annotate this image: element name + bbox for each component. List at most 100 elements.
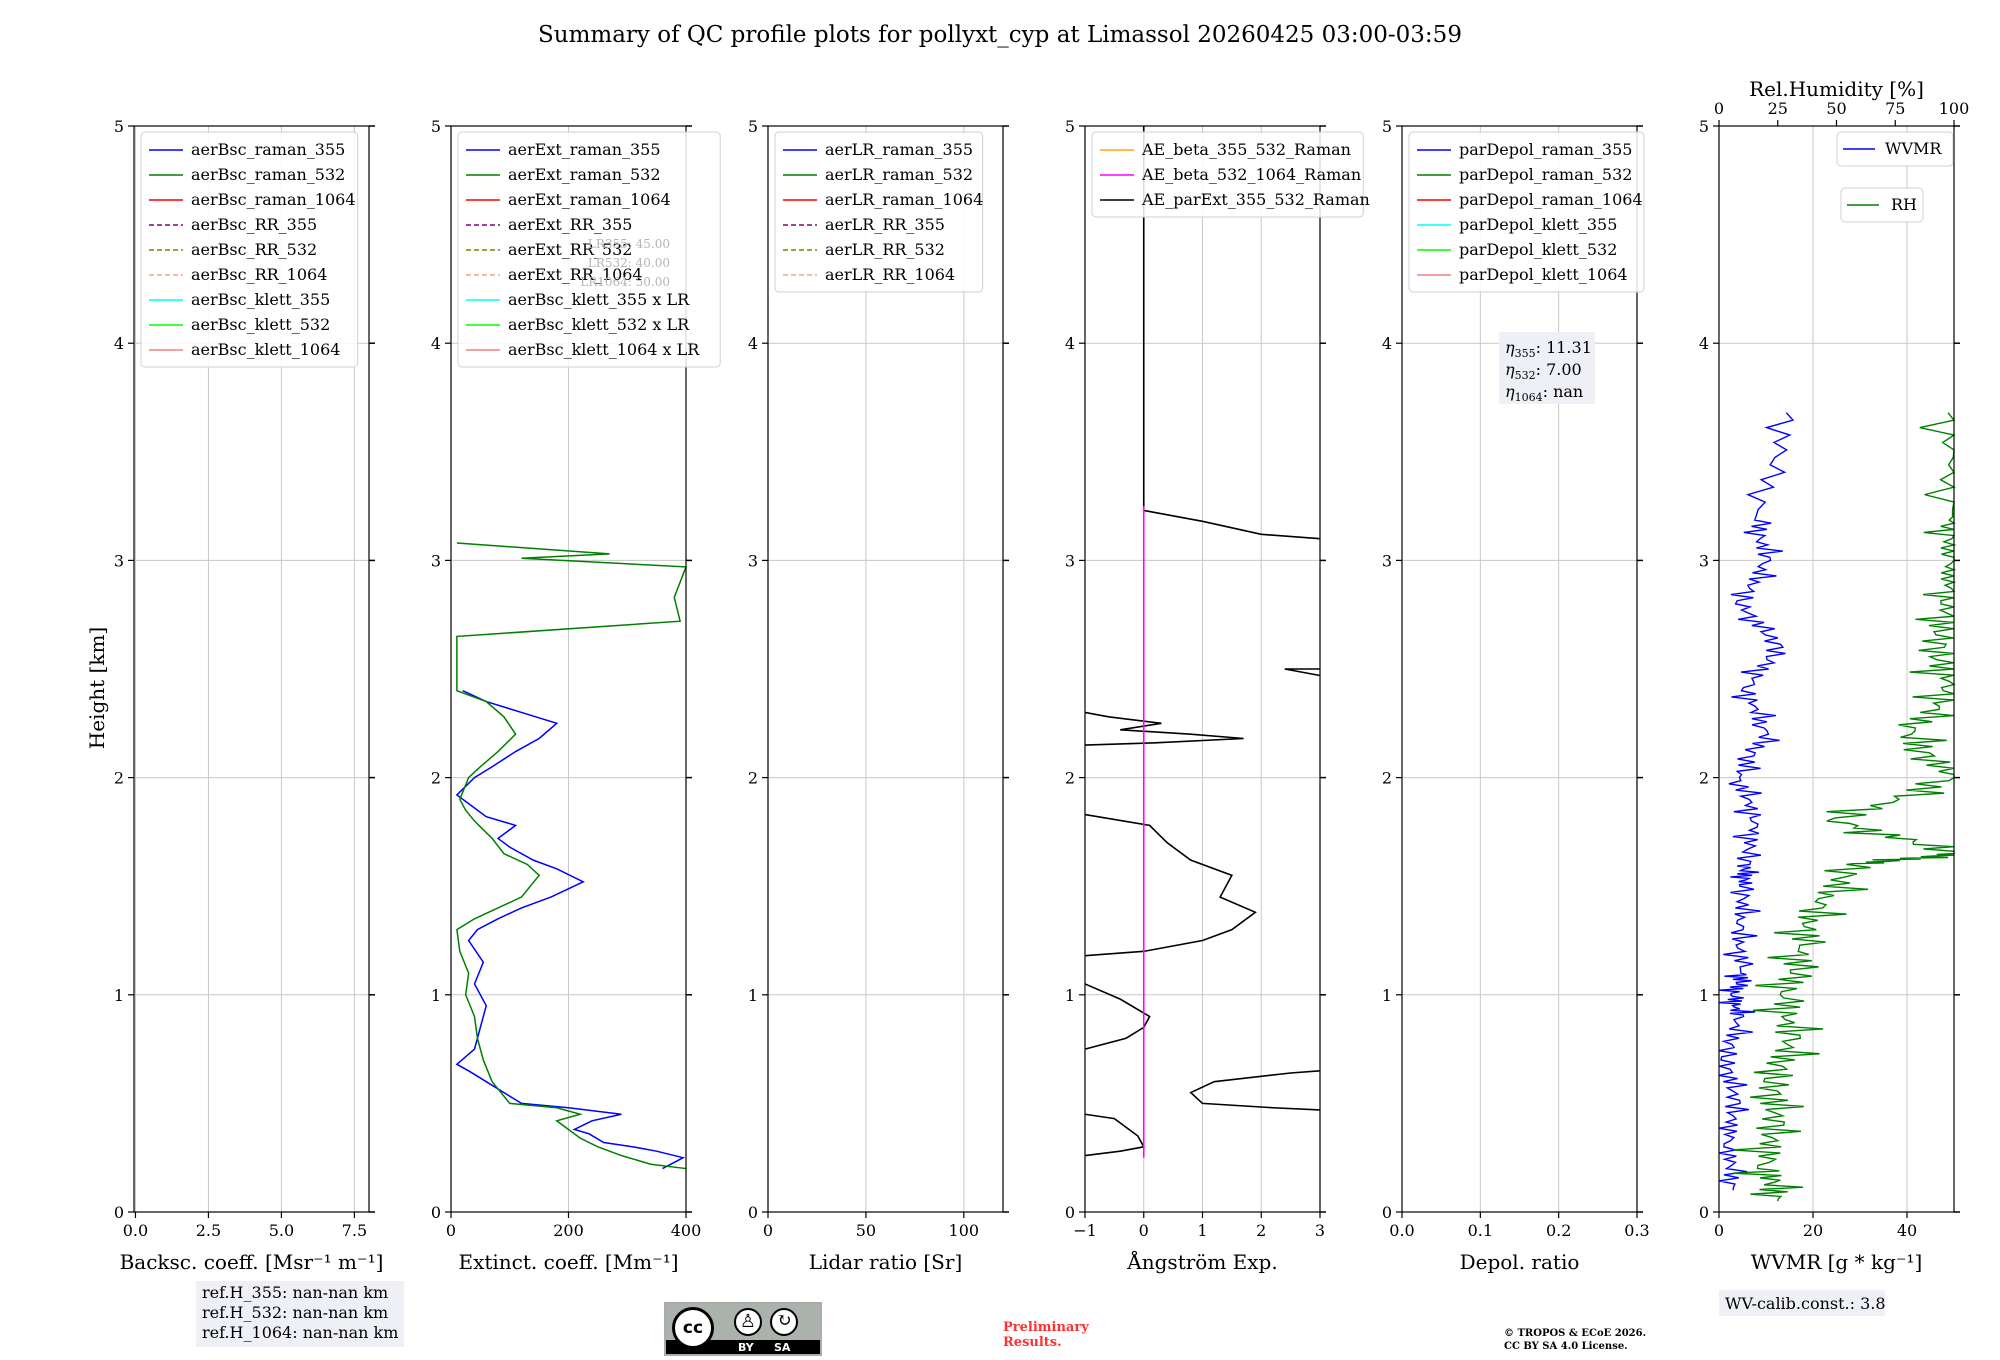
bsc-ytick-label: 0 — [114, 1203, 124, 1222]
depol-xtick-label: 0.1 — [1468, 1221, 1493, 1240]
wv-axes-frame — [1718, 125, 1955, 1213]
series-AE_parExt_355_532_Raman — [1084, 1113, 1145, 1157]
wv-xtick-label: 0 — [1714, 1221, 1724, 1240]
lr-note: LR532: 40.00 — [588, 256, 670, 270]
ext-legend-label: aerBsc_klett_355 x LR — [508, 290, 690, 309]
depol-legend-label: parDepol_raman_1064 — [1459, 190, 1643, 209]
wv-xlabel: WVMR [g * kg⁻¹] — [1751, 1250, 1923, 1274]
ref-height-355: ref.H_355: nan-nan km — [202, 1283, 389, 1302]
bsc-ytick-label: 2 — [114, 769, 124, 788]
depol-legend-label: parDepol_raman_532 — [1459, 165, 1632, 184]
lr-note: LR355: 45.00 — [588, 237, 670, 251]
bsc-ytick-label: 5 — [114, 117, 124, 136]
depol-ytick-label: 1 — [1382, 986, 1392, 1005]
preliminary-line-1: Preliminary — [1003, 1320, 1089, 1335]
depol-axes-frame — [1401, 125, 1638, 1213]
ext-ytick-label: 5 — [431, 117, 441, 136]
lr-axes-frame — [767, 125, 1004, 1213]
sa-share-icon: ↻ — [770, 1308, 798, 1336]
license-by-label: BY — [738, 1341, 754, 1354]
bsc-legend-label: aerBsc_RR_355 — [191, 215, 317, 234]
bsc-axes-frame — [133, 125, 370, 1213]
lr-ytick-label: 4 — [748, 334, 758, 353]
bsc-xtick-label: 2.5 — [196, 1221, 221, 1240]
rh-top-tick-label: 100 — [1939, 99, 1970, 118]
ae-ytick-label: 4 — [1065, 334, 1075, 353]
lr-legend — [774, 131, 984, 293]
lr-legend-label: aerLR_RR_532 — [825, 240, 945, 259]
bsc-ytick-label: 3 — [114, 551, 124, 570]
bsc-xtick-label: 7.5 — [342, 1221, 367, 1240]
bsc-ytick-label: 1 — [114, 986, 124, 1005]
series-aerExt_raman_532 — [456, 542, 688, 1170]
wv-xtick-label: 40 — [1897, 1221, 1917, 1240]
lr-xtick-label: 50 — [856, 1221, 876, 1240]
wvmr-legend — [1836, 131, 1954, 167]
lr-legend-label: aerLR_RR_1064 — [825, 265, 955, 284]
ae-xtick-label: 0 — [1139, 1221, 1149, 1240]
depol-ytick-label: 2 — [1382, 769, 1392, 788]
eta-value-1064: η1064: nan — [1505, 382, 1583, 404]
depol-ytick-label: 3 — [1382, 551, 1392, 570]
ae-ytick-label: 3 — [1065, 551, 1075, 570]
ae-legend-label: AE_parExt_355_532_Raman — [1141, 190, 1370, 209]
cc-license-badge[interactable]: cc ♙ ↻ BY SA — [664, 1302, 822, 1356]
copyright-line-1: © TROPOS & ECoE 2026. — [1504, 1328, 1647, 1339]
bsc-legend-label: aerBsc_klett_355 — [191, 290, 330, 309]
ext-legend-label: aerExt_RR_355 — [508, 215, 632, 234]
lr-ytick-label: 1 — [748, 986, 758, 1005]
ext-legend-label: aerExt_raman_532 — [508, 165, 661, 184]
series-aerExt_raman_355 — [455, 690, 686, 1170]
cc-icon: cc — [672, 1307, 714, 1349]
series-AE_parExt_355_532_Raman — [1143, 509, 1321, 540]
ae-xtick-label: −1 — [1073, 1221, 1097, 1240]
bsc-legend-label: aerBsc_RR_1064 — [191, 265, 327, 284]
lr-xtick-label: 100 — [949, 1221, 980, 1240]
wv-ytick-label: 5 — [1699, 117, 1709, 136]
ref-height-box: ref.H_355: nan-nan km ref.H_532: nan-nan… — [196, 1281, 405, 1347]
lr-ytick-label: 5 — [748, 117, 758, 136]
rh-legend — [1840, 187, 1924, 223]
copyright-line-2: CC BY SA 4.0 License. — [1504, 1341, 1628, 1352]
ext-legend — [457, 131, 721, 368]
series-RH — [1732, 412, 1957, 1202]
lr-xtick-label: 0 — [763, 1221, 773, 1240]
ae-legend-label: AE_beta_355_532_Raman — [1141, 140, 1351, 159]
bsc-legend-label: aerBsc_raman_532 — [191, 165, 345, 184]
ae-xtick-label: 1 — [1197, 1221, 1207, 1240]
depol-ytick-label: 4 — [1382, 334, 1392, 353]
depol-legend-label: parDepol_klett_532 — [1459, 240, 1617, 259]
wv-ytick-label: 4 — [1699, 334, 1709, 353]
ext-legend-label: aerExt_RR_1064 — [508, 265, 643, 284]
rh-top-tick-label: 0 — [1714, 99, 1724, 118]
series-AE_parExt_355_532_Raman — [1084, 813, 1257, 957]
ext-legend-label: aerExt_raman_355 — [508, 140, 661, 159]
preliminary-line-2: Results. — [1003, 1335, 1062, 1350]
bsc-legend-label: aerBsc_raman_1064 — [191, 190, 356, 209]
series-AE_parExt_355_532_Raman — [1084, 711, 1244, 746]
copyright-note: © TROPOS & ECoE 2026. CC BY SA 4.0 Licen… — [1504, 1327, 1646, 1353]
series-WVMR — [1718, 412, 1795, 1191]
ae-xtick-label: 2 — [1256, 1221, 1266, 1240]
depol-xtick-label: 0.2 — [1546, 1221, 1571, 1240]
depol-xlabel: Depol. ratio — [1460, 1250, 1580, 1274]
bsc-xlabel: Backsc. coeff. [Msr⁻¹ m⁻¹] — [120, 1250, 384, 1274]
ext-ytick-label: 1 — [431, 986, 441, 1005]
ext-xlabel: Extinct. coeff. [Mm⁻¹] — [458, 1250, 678, 1274]
ext-axes-frame — [450, 125, 687, 1213]
depol-legend-label: parDepol_raman_355 — [1459, 140, 1632, 159]
ext-legend-label: aerExt_RR_532 — [508, 240, 632, 259]
ext-xtick-label: 0 — [446, 1221, 456, 1240]
license-sa-label: SA — [774, 1341, 791, 1354]
wv-ytick-label: 1 — [1699, 986, 1709, 1005]
preliminary-results-note: Preliminary Results. — [1003, 1320, 1089, 1350]
ext-ytick-label: 3 — [431, 551, 441, 570]
eta-value-355: η355: 11.31 — [1505, 338, 1592, 360]
depol-ytick-label: 5 — [1382, 117, 1392, 136]
wv-xtick-label: 20 — [1803, 1221, 1823, 1240]
depol-legend-label: parDepol_klett_1064 — [1459, 265, 1628, 284]
figure-title: Summary of QC profile plots for pollyxt_… — [538, 22, 1462, 48]
rh-top-tick-label: 75 — [1885, 99, 1905, 118]
bsc-legend — [140, 131, 359, 368]
